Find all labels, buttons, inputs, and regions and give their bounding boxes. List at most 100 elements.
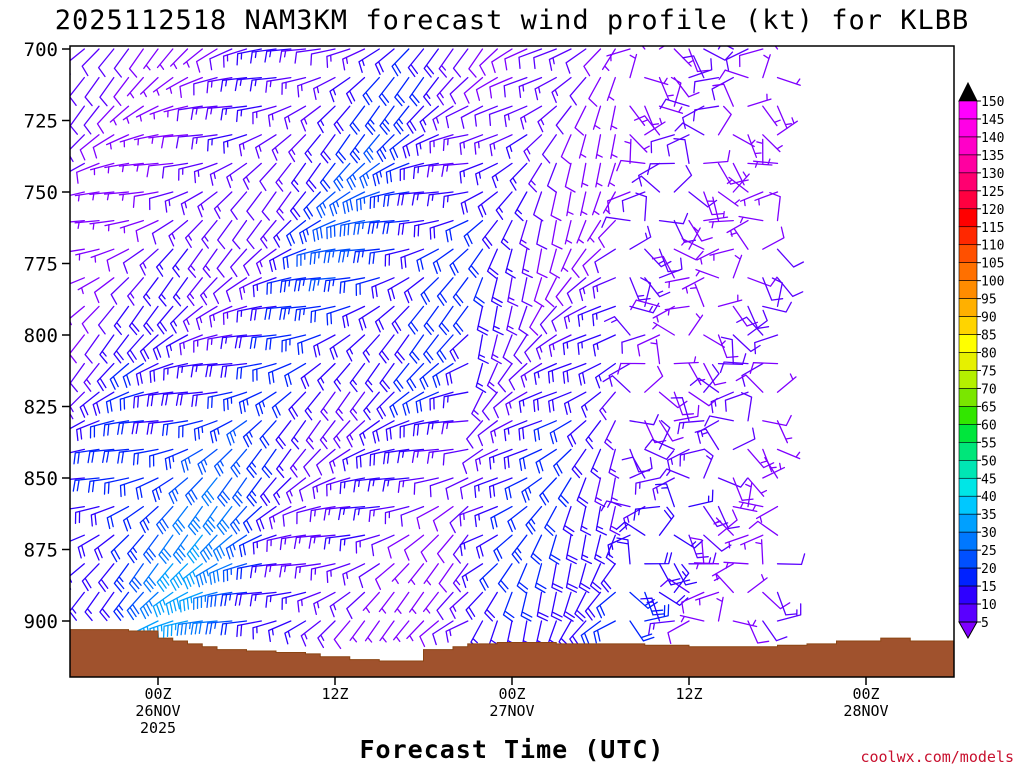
- wind-barb: [762, 591, 791, 610]
- colorbar-segment: [958, 424, 978, 443]
- wind-barb: [673, 404, 700, 422]
- wind-barb: [397, 448, 425, 464]
- wind-barb: [497, 563, 513, 593]
- wind-barb: [323, 248, 351, 264]
- wind-barb: [518, 391, 543, 414]
- wind-barb: [299, 219, 321, 245]
- wind-barb: [238, 391, 262, 414]
- wind-barb: [747, 93, 772, 107]
- wind-barb: [452, 277, 469, 307]
- wind-barb: [507, 505, 528, 533]
- wind-barb: [346, 162, 366, 191]
- wind-barb: [615, 521, 646, 536]
- wind-barb: [236, 48, 262, 66]
- wind-barb: [94, 534, 115, 561]
- wind-barb: [563, 591, 575, 622]
- wind-barb: [748, 520, 779, 536]
- wind-barb: [594, 477, 606, 508]
- wind-barb: [379, 620, 395, 643]
- wind-barb: [463, 76, 484, 104]
- wind-barb: [658, 46, 666, 50]
- wind-barb: [119, 477, 144, 498]
- wind-barb: [762, 226, 785, 250]
- wind-barb: [162, 420, 189, 437]
- wind-barb: [195, 48, 218, 73]
- wind-barb: [265, 334, 292, 351]
- wind-barb: [313, 76, 336, 101]
- wind-barb: [326, 477, 351, 497]
- wind-barb: [412, 420, 439, 437]
- wind-barb: [644, 438, 675, 451]
- wind-barb: [479, 48, 498, 76]
- wind-barb: [707, 196, 720, 222]
- wind-barb: [695, 268, 720, 279]
- wind-barb: [579, 277, 602, 302]
- wind-barb: [397, 219, 425, 236]
- wind-barb: [186, 277, 203, 307]
- wind-barb: [492, 305, 504, 336]
- colorbar-label: 55: [981, 436, 997, 451]
- wind-barb: [131, 420, 159, 435]
- wind-barb: [449, 334, 469, 362]
- wind-barb: [509, 162, 528, 191]
- wind-barb: [760, 456, 779, 479]
- wind-barb: [659, 98, 690, 110]
- wind-barb: [563, 305, 587, 329]
- wind-barb: [176, 362, 203, 379]
- wind-barb: [110, 277, 130, 305]
- colorbar-label: 30: [981, 526, 997, 541]
- wind-barb: [438, 305, 454, 336]
- wind-barb: [81, 48, 100, 77]
- wind-barb: [621, 334, 646, 354]
- wind-barb: [717, 509, 738, 536]
- y-tick-label: 800: [24, 325, 58, 347]
- wind-barb: [578, 362, 602, 386]
- wind-barb: [97, 305, 115, 335]
- wind-barb: [179, 76, 203, 99]
- wind-barb: [317, 362, 336, 391]
- colorbar-label: 135: [981, 149, 1004, 164]
- wind-barb: [756, 138, 764, 165]
- wind-barb: [717, 505, 740, 530]
- wind-barb: [426, 448, 454, 464]
- wind-barb: [429, 134, 454, 154]
- wind-barb: [479, 563, 498, 591]
- wind-barb: [681, 238, 705, 250]
- wind-barb: [650, 134, 675, 154]
- wind-barb: [536, 591, 549, 622]
- wind-barb: [288, 391, 307, 420]
- wind-barb: [703, 211, 729, 222]
- wind-barb: [651, 255, 675, 279]
- colorbar-label: 75: [981, 364, 997, 379]
- wind-barb: [90, 505, 115, 527]
- wind-barb: [190, 620, 218, 635]
- wind-barb: [362, 334, 380, 363]
- wind-barb: [594, 534, 605, 565]
- wind-barb: [342, 305, 366, 329]
- wind-barb: [323, 277, 351, 293]
- wind-barb: [442, 448, 469, 466]
- wind-barb: [161, 391, 189, 406]
- wind-barb: [222, 305, 248, 326]
- wind-barb: [342, 448, 366, 472]
- colorbar-label: 110: [981, 239, 1004, 254]
- wind-barb: [249, 591, 277, 607]
- wind-barb: [372, 420, 395, 444]
- wind-barb: [399, 420, 425, 439]
- wind-barb: [151, 477, 174, 503]
- wind-barb: [644, 248, 672, 268]
- colorbar-segment: [958, 603, 978, 623]
- wind-barb: [717, 334, 739, 359]
- wind-barb: [776, 248, 805, 268]
- wind-barb: [397, 477, 425, 493]
- wind-barb: [776, 117, 798, 136]
- wind-barb: [587, 219, 602, 243]
- wind-barb: [524, 334, 543, 363]
- wind-barb: [566, 277, 587, 304]
- wind-barb: [367, 477, 395, 492]
- wind-barb: [163, 105, 189, 118]
- y-tick-label: 825: [24, 397, 58, 419]
- wind-barb: [113, 48, 130, 78]
- wind-barb: [282, 505, 307, 527]
- wind-barb: [712, 83, 734, 107]
